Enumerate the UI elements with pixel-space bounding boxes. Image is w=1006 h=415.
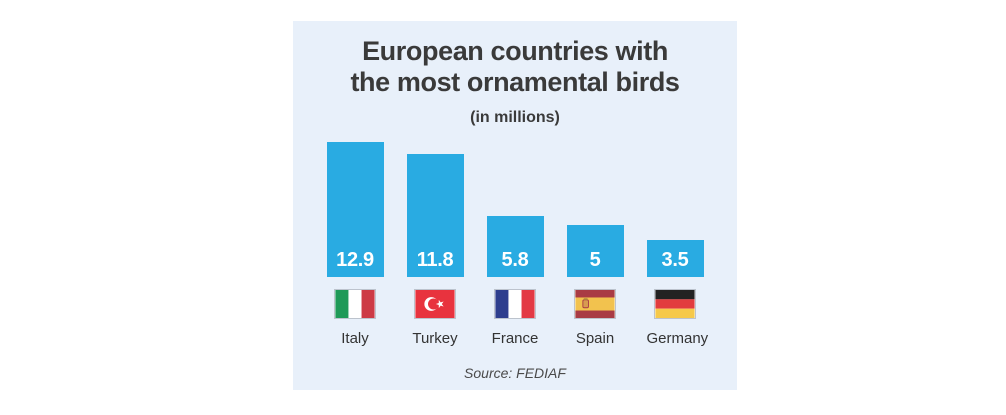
country-label-spain: Spain: [575, 330, 615, 347]
turkey-flag-icon: [414, 289, 456, 319]
bar-germany: 3.5: [646, 240, 704, 277]
bar-value-label: 11.8: [416, 249, 454, 271]
country-label-italy: Italy: [341, 330, 369, 347]
chart-title-line2: the most ornamental birds: [350, 67, 680, 97]
flag-cell-turkey: [407, 289, 464, 319]
bar-value-label: 3.5: [661, 249, 689, 271]
france-flag-icon: [494, 289, 536, 319]
chart-title-line1: European countries with: [362, 36, 668, 66]
flag-cell-spain: [567, 289, 624, 319]
country-label-france: France: [491, 330, 539, 347]
flag-cell-germany: [647, 289, 704, 319]
flags-row: [326, 289, 704, 319]
chart-panel: European countries with the most ornament…: [293, 21, 737, 390]
bars-row: 12.9 11.8 5.8 5 3.5: [326, 142, 704, 277]
bar-value-label: 5.8: [501, 249, 529, 271]
chart-title: European countries with the most ornament…: [293, 36, 737, 98]
bar-spain: 5: [566, 225, 624, 277]
flag-cell-france: [487, 289, 544, 319]
bar-turkey: 11.8: [406, 154, 464, 277]
chart-subtitle: (in millions): [470, 109, 560, 126]
country-label-turkey: Turkey: [412, 330, 458, 347]
spain-flag-icon: [574, 289, 616, 319]
country-label-germany: Germany: [646, 330, 709, 347]
bar-france: 5.8: [486, 216, 544, 277]
source-caption: Source: FEDIAF: [464, 365, 566, 381]
bar-value-label: 5: [589, 249, 601, 271]
bar-value-label: 12.9: [336, 249, 374, 271]
germany-flag-icon: [654, 289, 696, 319]
italy-flag-icon: [334, 289, 376, 319]
flag-cell-italy: [327, 289, 384, 319]
country-labels-row: Italy Turkey France Spain Germany: [326, 330, 709, 348]
bar-italy: 12.9: [326, 142, 384, 277]
